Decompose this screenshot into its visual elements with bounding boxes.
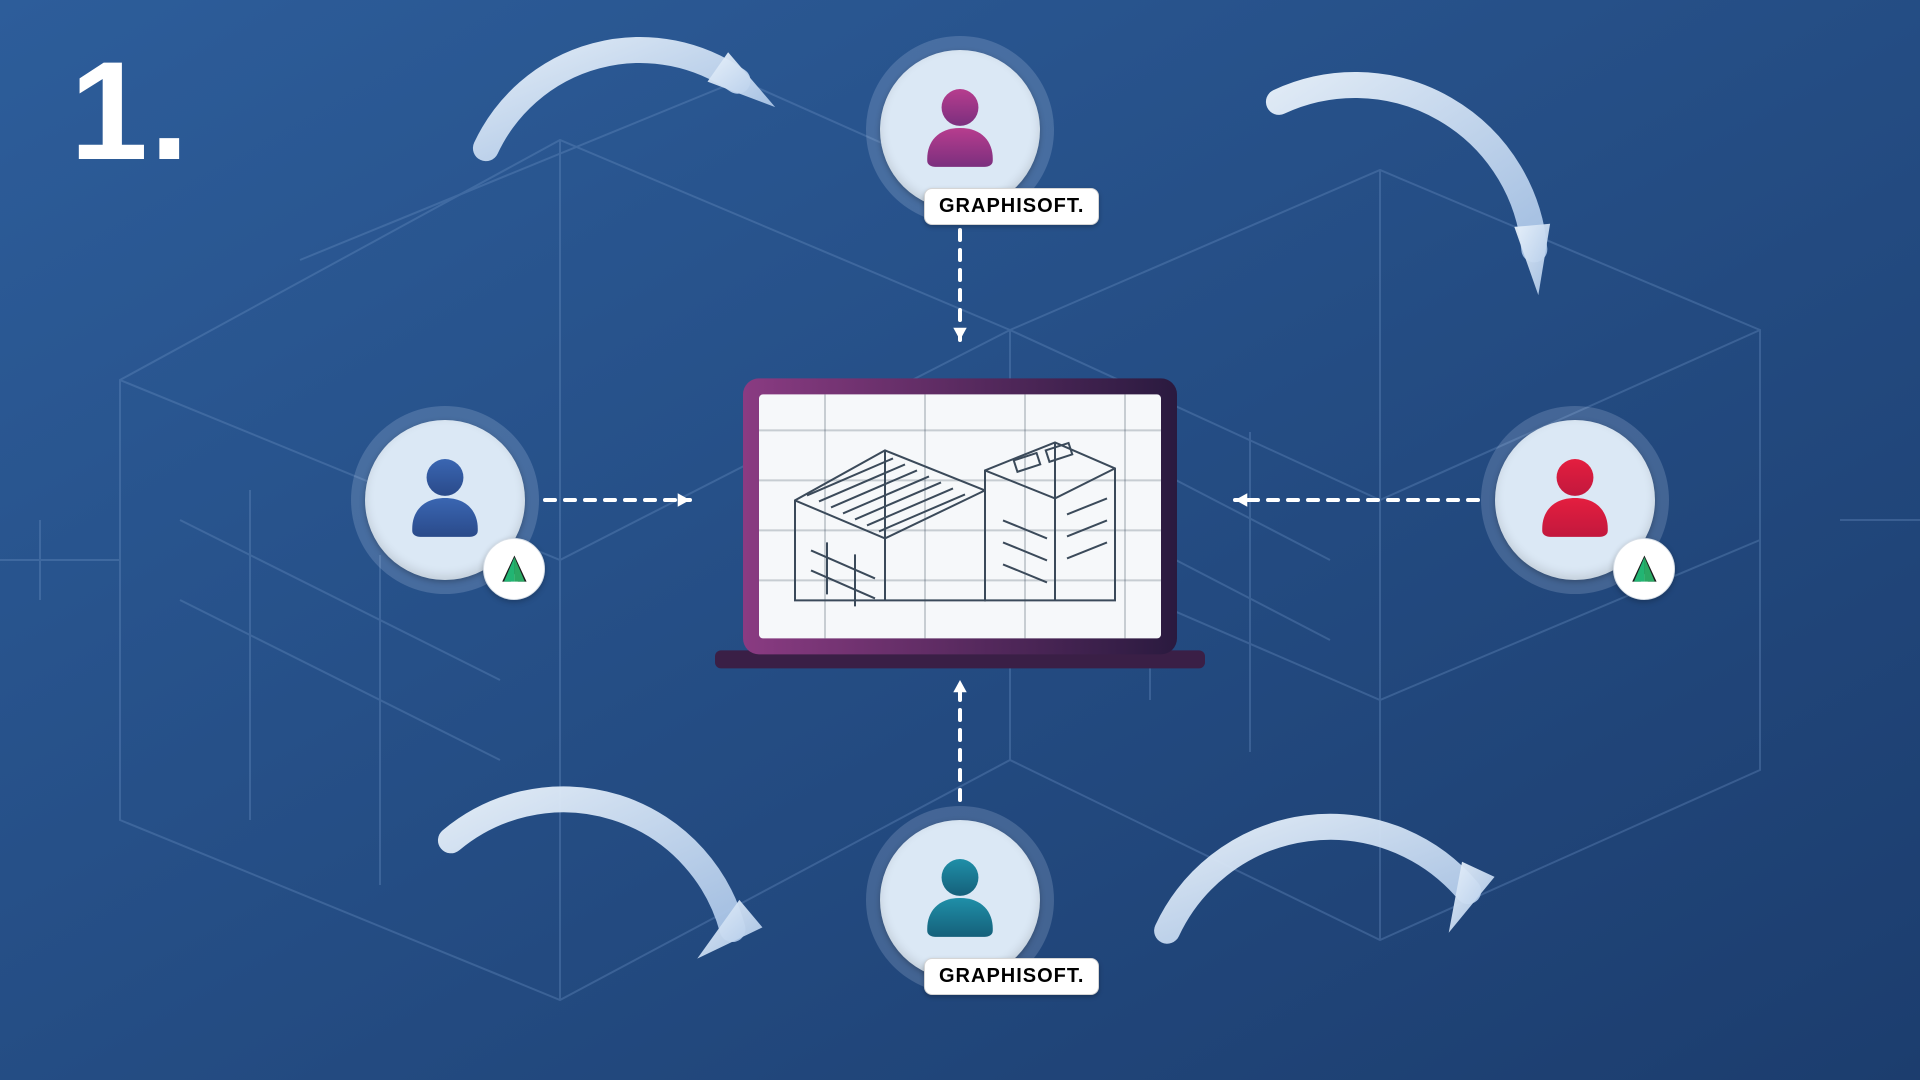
user-node-bottom: GRAPHISOFT. [880, 820, 1040, 980]
person-icon [909, 847, 1011, 949]
user-node-left [365, 420, 525, 580]
software-badge-icon [483, 538, 545, 600]
brand-label: GRAPHISOFT. [924, 188, 1099, 225]
diagram-stage: 1. [0, 0, 1920, 1080]
software-badge-icon [1613, 538, 1675, 600]
laptop-center [715, 370, 1205, 690]
brand-label: GRAPHISOFT. [924, 958, 1099, 995]
user-node-right [1495, 420, 1655, 580]
person-icon [394, 447, 496, 549]
person-icon [1524, 447, 1626, 549]
person-icon [909, 77, 1011, 179]
user-node-top: GRAPHISOFT. [880, 50, 1040, 210]
